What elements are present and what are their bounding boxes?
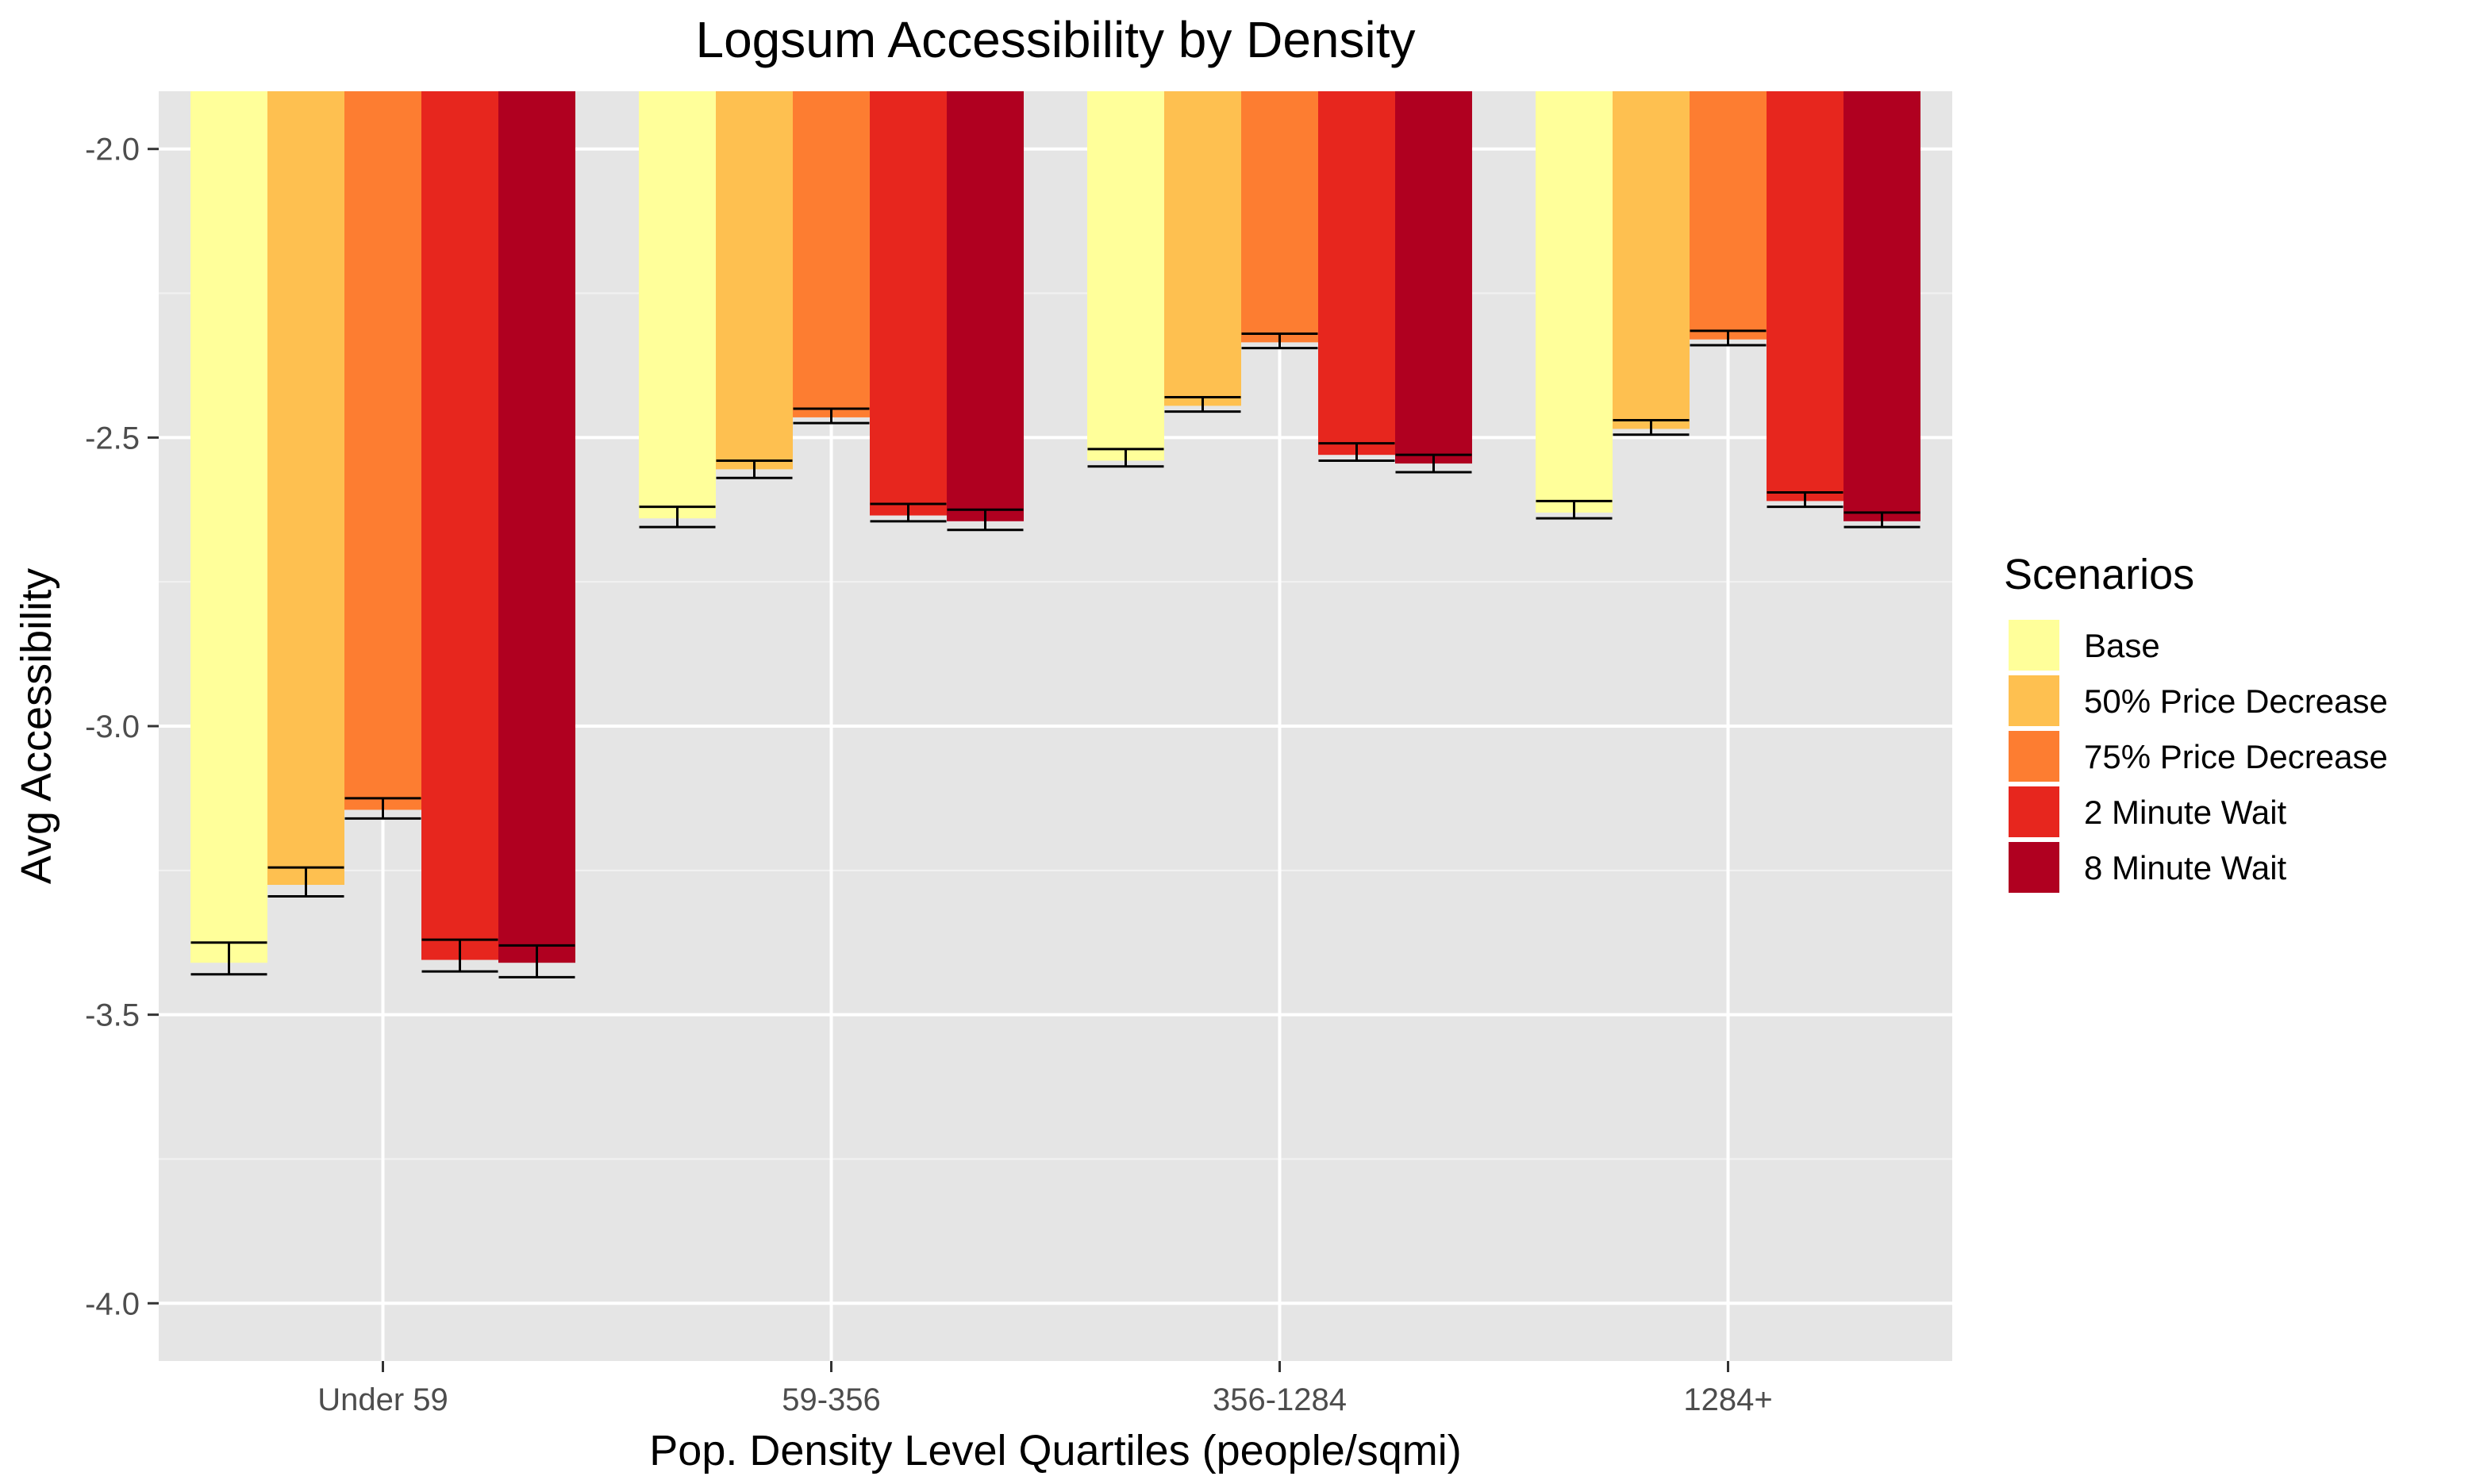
y-tick-label: -4.0 (85, 1286, 140, 1321)
error-bars (190, 329, 1920, 978)
legend: Scenarios Base 50% Price Decrease 75% Pric… (2004, 551, 2388, 894)
legend-label: 8 Minute Wait (2084, 849, 2287, 886)
x-tick-label: Under 59 (317, 1382, 448, 1417)
legend-items: Base 50% Price Decrease 75% Price Decrease… (2007, 618, 2388, 894)
y-tick-label: -3.0 (85, 709, 140, 744)
legend-key (2007, 618, 2061, 672)
legend-key (2007, 729, 2061, 783)
x-axis-ticks: Under 59 59-356 356-1284 1284+ (317, 1361, 1773, 1417)
y-tick-label: -2.0 (85, 133, 140, 167)
bar (1690, 91, 1767, 340)
legend-label: 75% Price Decrease (2084, 738, 2388, 775)
bar (498, 91, 575, 963)
x-axis-title: Pop. Density Level Quartiles (people/sqm… (649, 1427, 1461, 1474)
bar (421, 91, 498, 960)
chart-title: Logsum Accessibility by Density (695, 11, 1415, 68)
y-axis-title: Avg Accessibility (13, 568, 60, 884)
bar (870, 91, 947, 516)
bar (1395, 91, 1472, 464)
bar (267, 91, 344, 885)
bar (1241, 91, 1318, 343)
legend-title: Scenarios (2004, 551, 2194, 598)
bar (1613, 91, 1690, 429)
y-tick-label: -3.5 (85, 998, 140, 1033)
x-tick-label: 356-1284 (1213, 1382, 1347, 1417)
legend-label: 2 Minute Wait (2084, 794, 2287, 831)
bar (793, 91, 870, 417)
bar (1536, 91, 1613, 513)
bar (716, 91, 793, 470)
bar (639, 91, 716, 519)
bar (1318, 91, 1395, 456)
y-tick-label: -2.5 (85, 421, 140, 456)
legend-label: 50% Price Decrease (2084, 682, 2388, 720)
x-tick-label: 1284+ (1683, 1382, 1772, 1417)
bars (190, 91, 1920, 963)
legend-label: Base (2084, 627, 2160, 664)
legend-key (2007, 785, 2061, 839)
y-axis-ticks: -2.0 -2.5 -3.0 -3.5 -4.0 (85, 133, 159, 1321)
bar (1767, 91, 1844, 502)
x-tick-label: 59-356 (782, 1382, 881, 1417)
bar (1087, 91, 1164, 461)
legend-key (2007, 674, 2061, 728)
legend-key (2007, 840, 2061, 894)
bar (190, 91, 267, 963)
bar (1844, 91, 1920, 521)
bar (344, 91, 421, 810)
bar (947, 91, 1024, 521)
bar (1164, 91, 1241, 406)
